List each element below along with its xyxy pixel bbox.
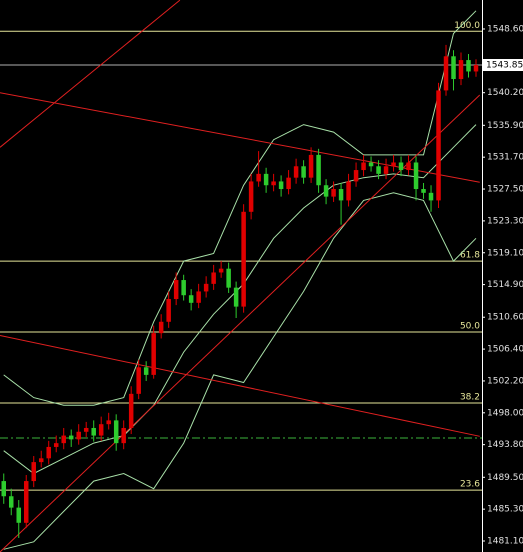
candle-body [16,507,21,523]
y-tick-label: 1506.40 [487,345,523,355]
candle-body [458,60,464,80]
y-tick-label: 1531.70 [487,153,523,163]
candle-body [443,56,449,91]
band-middle [3,124,477,475]
candle-body [473,65,479,72]
candle-body [383,166,389,174]
candle-body [361,162,366,171]
candle-body [128,393,134,428]
y-tick-label: 1514.90 [487,280,523,290]
candle-body [46,446,51,459]
candle-body [353,170,359,182]
candle-body [436,90,441,201]
trendline [0,334,480,437]
price-label-box [483,59,523,72]
candle-body [91,427,96,436]
fib-label: 50.0 [460,321,480,331]
candle-body [413,162,419,190]
trendline [0,0,181,148]
candle-body [181,280,186,296]
candle-body [466,60,471,72]
candle-body [346,181,351,201]
candle-body [53,443,59,447]
fib-label: 100.0 [454,21,480,31]
band-lower [3,192,477,550]
y-tick-label: 1523.30 [487,216,523,226]
candle-body [196,291,201,303]
candle-body [173,280,179,300]
candle-body [331,189,336,197]
candle-body [76,431,81,440]
candle-body [271,181,276,186]
candle-body [278,181,284,190]
candle-body [203,283,209,292]
candle-body [398,162,404,171]
candle-body [241,211,246,307]
candle-body [113,420,119,444]
candle-body [166,299,171,322]
y-tick-label: 1540.20 [487,88,523,98]
candle-body [1,481,6,497]
candle-body [121,427,126,444]
candle-body [136,367,141,394]
candle-body [226,268,231,288]
candle-body [23,481,29,523]
candle-body [143,367,149,375]
candle-body [98,424,104,436]
y-tick-label: 1481.10 [487,537,523,547]
candle-body [406,162,411,171]
fib-label: 23.6 [460,480,480,490]
candle-body [248,181,254,212]
candle-body [293,166,299,178]
candle-body [338,189,344,201]
candle-body [188,295,194,303]
y-tick-label: 1502.20 [487,376,523,386]
candle-body [218,268,224,273]
candle-body [376,166,381,174]
candle-body [31,462,36,482]
candle-body [68,435,74,440]
candle-body [151,333,156,375]
y-tick-label: 1493.80 [487,440,523,450]
candle-body [38,458,44,463]
candle-body [286,177,291,190]
y-tick-label: 1519.10 [487,248,523,258]
price-label: 1543.85 [486,61,523,71]
candle-body [263,173,269,186]
candle-body [158,321,164,334]
candle-body [106,420,111,425]
trendline [0,94,481,552]
candle-body [451,56,456,80]
y-tick-label: 1489.50 [487,473,523,483]
y-tick-label: 1510.60 [487,313,523,323]
fib-label: 38.2 [460,392,480,402]
plot: 100.0 61.8 50.0 38.2 23.6 [0,0,482,552]
y-tick-label: 1485.30 [487,505,523,515]
candle-body [61,435,66,444]
y-tick-label: 1535.90 [487,121,523,131]
candle-body [211,272,216,284]
candle-body [421,189,426,193]
candle-body [83,427,89,432]
candle-body [428,192,434,201]
candle-body [256,173,261,182]
candle-body [301,166,306,178]
candle-body [391,162,396,167]
candle-body [8,496,14,508]
candle-body [233,287,239,307]
candle-body [316,154,321,186]
band-upper [3,10,477,406]
fib-label: 61.8 [460,251,480,261]
candle-body [308,154,314,178]
candle-body [323,185,329,197]
y-tick-label: 1498.00 [487,408,523,418]
candle-body [368,162,374,167]
y-tick-label: 1527.50 [487,185,523,195]
y-tick-label: 1548.60 [487,24,523,34]
